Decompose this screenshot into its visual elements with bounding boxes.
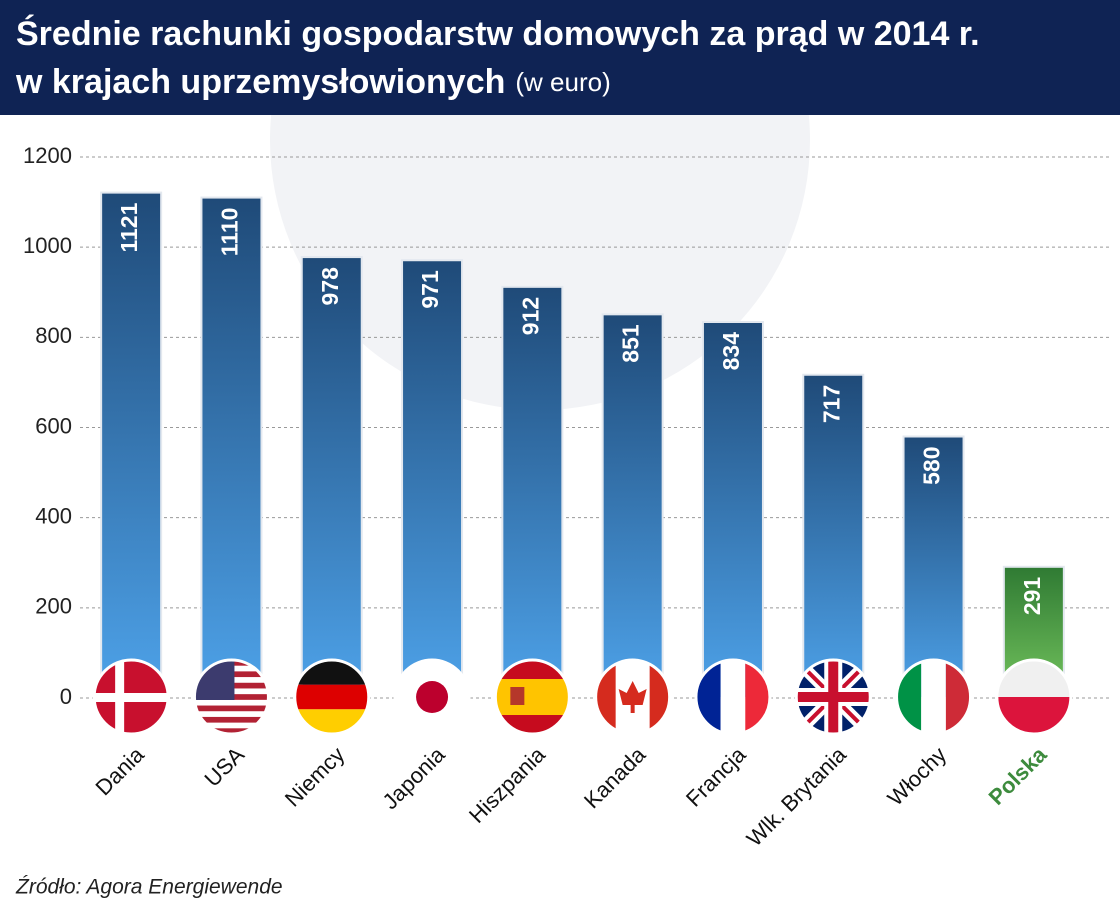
flag-border: [293, 658, 371, 736]
flag-border: [794, 658, 872, 736]
flag: [192, 658, 270, 736]
flag: [995, 658, 1073, 736]
flag-part: [194, 716, 269, 724]
value-label: 834: [718, 332, 744, 371]
x-tick-label: Japonia: [378, 741, 451, 814]
bar: [802, 373, 865, 699]
flag-part: [618, 681, 647, 713]
flag-part: [294, 684, 369, 710]
flag-part: [194, 711, 269, 718]
flag-border: [92, 658, 170, 736]
flag: [92, 658, 170, 736]
flag-border: [594, 658, 672, 736]
flag-part: [416, 681, 449, 713]
bar: [200, 196, 263, 699]
flag-border: [895, 658, 973, 736]
bar: [300, 256, 363, 699]
y-tick-label: 600: [35, 413, 72, 438]
flag-part: [796, 692, 871, 702]
x-tick-label: Hiszpania: [464, 741, 551, 828]
flag-part: [194, 728, 269, 734]
source: Źródło: Agora Energiewende: [15, 876, 283, 899]
bar: [100, 191, 163, 699]
x-tick-label: Wlk. Brytania: [742, 741, 852, 851]
flag-border: [694, 658, 772, 736]
value-label: 1110: [217, 208, 243, 257]
bar: [401, 259, 464, 699]
bar: [501, 285, 564, 699]
flag-part: [194, 722, 269, 729]
bar: [601, 313, 664, 699]
chart-title-line: w krajach uprzemysłowionych: [15, 63, 505, 101]
flag-part: [921, 660, 946, 734]
x-tick-label: Polska: [984, 741, 1052, 809]
value-label: 1121: [116, 202, 142, 252]
y-tick-label: 800: [35, 323, 72, 348]
y-tick-label: 200: [35, 594, 72, 619]
flag: [393, 658, 471, 736]
flag-part: [996, 697, 1071, 734]
flag-part: [194, 699, 269, 707]
value-label: 971: [417, 270, 443, 309]
y-tick-label: 400: [35, 503, 72, 528]
y-tick-label: 1200: [23, 143, 72, 168]
chart-subtitle: (w euro): [515, 67, 610, 97]
value-label: 851: [618, 324, 644, 363]
flag: [493, 658, 571, 736]
flag-border: [192, 658, 270, 736]
chart-title: Średnie rachunki gospodarstw domowych za…: [16, 15, 980, 53]
header: [0, 0, 1120, 115]
value-label: 978: [317, 267, 343, 306]
x-tick-label: USA: [199, 742, 249, 792]
flag-body: [495, 660, 570, 734]
x-tick-label: Kanada: [579, 741, 651, 813]
flag-body: [796, 660, 871, 734]
flag-part: [495, 679, 570, 715]
x-tick-label: Dania: [90, 741, 149, 800]
flag-border: [493, 658, 571, 736]
flag-part: [720, 660, 746, 734]
flag: [293, 658, 371, 736]
flag: [694, 658, 772, 736]
y-tick-label: 1000: [23, 233, 72, 258]
flag-part: [194, 705, 269, 712]
x-tick-label: Francja: [681, 741, 751, 811]
flag-part: [94, 693, 169, 702]
x-tick-label: Niemcy: [280, 742, 350, 812]
flag: [895, 658, 973, 736]
flag-border: [995, 658, 1073, 736]
value-label: 291: [1019, 577, 1045, 616]
value-label: 717: [818, 385, 844, 423]
x-tick-label: Włochy: [883, 742, 952, 811]
value-label: 580: [919, 447, 945, 485]
bar: [701, 321, 764, 699]
flag: [594, 658, 672, 736]
flag-body: [395, 660, 470, 734]
flag-body: [94, 660, 169, 734]
bar: [902, 435, 965, 699]
flag: [794, 658, 872, 736]
value-label: 912: [517, 297, 543, 335]
flag-part: [510, 687, 525, 705]
flag-border: [393, 658, 471, 736]
y-tick-label: 0: [60, 684, 72, 709]
chart-title: w krajach uprzemysłowionych (w euro): [15, 63, 611, 101]
